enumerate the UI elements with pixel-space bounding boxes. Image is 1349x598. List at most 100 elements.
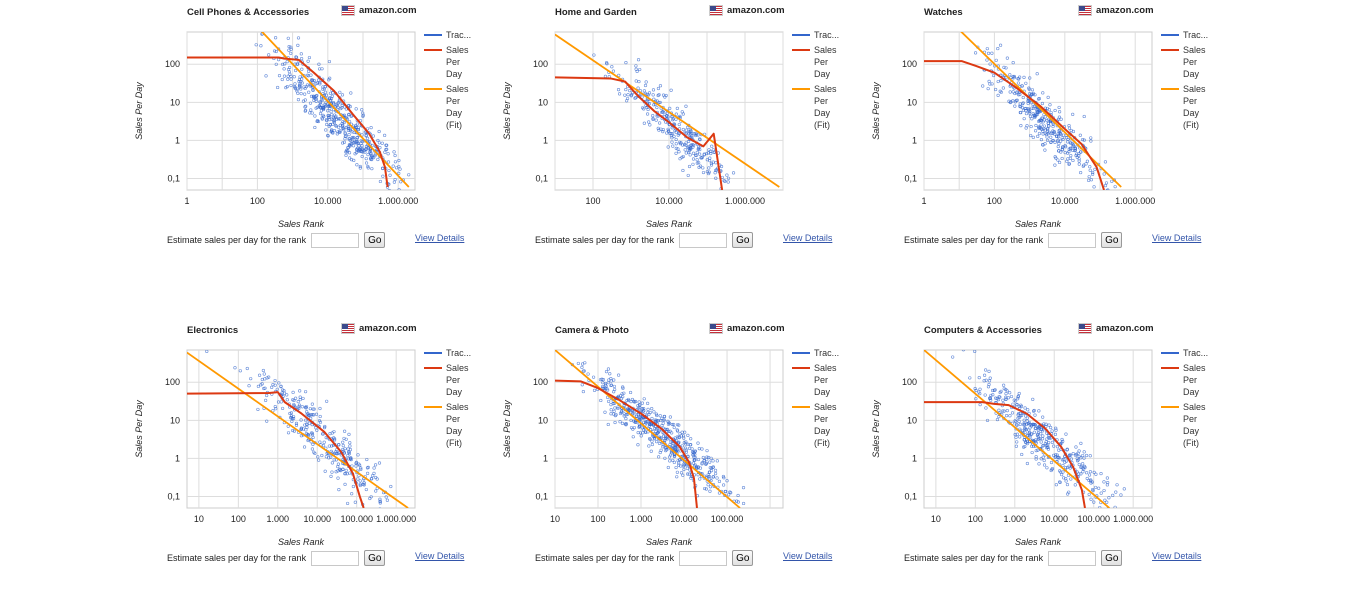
tracked-point <box>1008 90 1012 94</box>
tracked-point <box>668 131 672 135</box>
tracked-point <box>671 117 675 121</box>
tracked-point <box>1031 135 1035 139</box>
legend-label: Per <box>446 414 460 424</box>
tracked-point <box>644 80 648 84</box>
tracked-point <box>711 475 716 479</box>
tracked-point <box>288 72 292 76</box>
rank-input[interactable] <box>679 232 728 248</box>
rank-input[interactable] <box>679 550 728 566</box>
view-details-link[interactable]: View Details <box>415 233 465 243</box>
tracked-point <box>1014 435 1018 439</box>
tracked-point <box>1005 409 1009 413</box>
tracked-point <box>636 413 641 417</box>
tracked-point <box>282 74 287 78</box>
marketplace-label: amazon.com <box>709 5 785 16</box>
tracked-point <box>1022 421 1026 425</box>
tracked-point <box>1012 74 1016 79</box>
tracked-point <box>1041 434 1045 438</box>
view-details-link[interactable]: View Details <box>783 551 833 561</box>
rank-input[interactable] <box>1048 232 1097 248</box>
tracked-point <box>726 176 731 180</box>
tracked-point <box>336 469 340 473</box>
tracked-point <box>1021 95 1025 100</box>
tracked-point <box>313 114 317 118</box>
tracked-point <box>701 166 705 170</box>
tracked-point <box>1054 483 1058 487</box>
view-details-link[interactable]: View Details <box>415 551 465 561</box>
marketplace-label: amazon.com <box>709 323 785 334</box>
rank-input[interactable] <box>311 232 360 248</box>
tracked-point <box>1040 429 1045 433</box>
tracked-point <box>705 449 709 453</box>
tracked-point <box>397 171 401 175</box>
tracked-point <box>1031 409 1036 413</box>
tracked-point <box>264 74 268 78</box>
tracked-point <box>707 148 711 152</box>
tracked-point <box>1057 110 1062 114</box>
view-details-link[interactable]: View Details <box>1152 233 1202 243</box>
tracked-point <box>661 128 665 132</box>
tracked-point <box>311 88 315 92</box>
tracked-point <box>661 130 665 134</box>
tracked-point <box>362 483 366 487</box>
tracked-point <box>1004 392 1008 396</box>
tracked-point <box>973 387 977 391</box>
tracked-point <box>659 448 663 452</box>
tracked-point <box>1036 134 1040 138</box>
go-button[interactable]: Go <box>732 550 754 566</box>
tracked-point <box>330 113 334 117</box>
tracked-point <box>1139 535 1142 538</box>
tracked-point <box>715 476 719 480</box>
tracked-point <box>364 161 369 165</box>
tracked-point <box>1037 131 1042 136</box>
tracked-point <box>1018 102 1022 106</box>
tracked-point <box>1040 101 1045 106</box>
tracked-point <box>319 106 323 110</box>
tracked-point <box>1041 142 1045 147</box>
tracked-point <box>332 437 337 441</box>
tracked-point <box>1042 113 1046 117</box>
tracked-point <box>1049 460 1054 465</box>
tracked-point <box>1031 422 1035 426</box>
tracked-point <box>1135 533 1138 536</box>
tracked-point <box>1056 145 1060 149</box>
tracked-point <box>1073 483 1077 487</box>
tracked-point <box>680 444 684 448</box>
tracked-point <box>336 105 340 109</box>
tracked-point <box>643 83 648 88</box>
tracked-point <box>402 528 405 531</box>
tracked-point <box>652 97 656 101</box>
tracked-point <box>287 44 291 49</box>
view-details-link[interactable]: View Details <box>783 233 833 243</box>
tracked-point <box>1026 408 1030 412</box>
rank-estimator: Estimate sales per day for the rank Go <box>167 232 386 248</box>
tracked-point <box>1065 447 1069 451</box>
tracked-point <box>318 111 323 116</box>
tracked-point <box>1032 444 1036 448</box>
tracked-point <box>294 396 298 400</box>
view-details-link[interactable]: View Details <box>1152 551 1202 561</box>
rank-input[interactable] <box>311 550 360 566</box>
tracked-point <box>658 84 663 88</box>
tracked-point <box>366 152 370 157</box>
tracked-point <box>723 489 727 494</box>
go-button[interactable]: Go <box>1101 550 1123 566</box>
rank-input[interactable] <box>1048 550 1097 566</box>
tracked-point <box>309 431 314 435</box>
tracked-point <box>1020 429 1024 433</box>
tracked-point <box>638 67 642 72</box>
tracked-point <box>1013 104 1017 108</box>
tracked-point <box>1082 138 1086 142</box>
go-button[interactable]: Go <box>1101 232 1123 248</box>
tracked-point <box>1002 383 1006 387</box>
x-tick-label: 10.000 <box>314 196 342 206</box>
go-button[interactable]: Go <box>732 232 754 248</box>
tracked-point <box>428 528 431 531</box>
tracked-point <box>684 143 688 147</box>
tracked-point <box>352 135 356 140</box>
go-button[interactable]: Go <box>364 550 386 566</box>
tracked-point <box>693 449 698 453</box>
tracked-point <box>707 470 711 474</box>
go-button[interactable]: Go <box>364 232 386 248</box>
tracked-point <box>348 444 352 448</box>
